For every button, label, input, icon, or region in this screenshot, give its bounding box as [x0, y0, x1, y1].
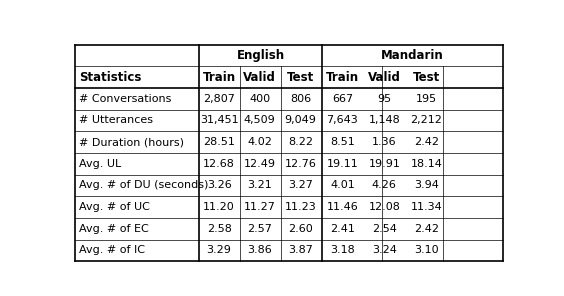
Text: 8.22: 8.22 — [288, 137, 313, 147]
Text: 2.42: 2.42 — [414, 224, 439, 234]
Text: 2.58: 2.58 — [206, 224, 232, 234]
Text: 12.08: 12.08 — [368, 202, 400, 212]
Text: 3.26: 3.26 — [207, 180, 231, 190]
Text: Avg. # of IC: Avg. # of IC — [79, 245, 146, 255]
Text: Train: Train — [326, 71, 359, 83]
Text: 1,148: 1,148 — [368, 115, 400, 126]
Text: Valid: Valid — [243, 71, 276, 83]
Text: 3.24: 3.24 — [372, 245, 397, 255]
Text: Avg. # of UC: Avg. # of UC — [79, 202, 150, 212]
Text: Mandarin: Mandarin — [381, 49, 444, 62]
Text: 2.41: 2.41 — [330, 224, 355, 234]
Text: 2.60: 2.60 — [288, 224, 313, 234]
Text: Train: Train — [202, 71, 236, 83]
Text: 8.51: 8.51 — [330, 137, 355, 147]
Text: 31,451: 31,451 — [200, 115, 239, 126]
Text: 3.86: 3.86 — [248, 245, 272, 255]
Text: 4.02: 4.02 — [248, 137, 272, 147]
Text: 11.46: 11.46 — [327, 202, 358, 212]
Text: 7,643: 7,643 — [327, 115, 358, 126]
Text: 19.11: 19.11 — [327, 159, 358, 169]
Text: 3.10: 3.10 — [414, 245, 439, 255]
Text: 3.29: 3.29 — [206, 245, 232, 255]
Text: 28.51: 28.51 — [203, 137, 235, 147]
Text: Statistics: Statistics — [79, 71, 142, 83]
Text: 667: 667 — [332, 94, 353, 104]
Text: Avg. UL: Avg. UL — [79, 159, 121, 169]
Text: Test: Test — [413, 71, 440, 83]
Text: 11.27: 11.27 — [244, 202, 276, 212]
Text: 3.21: 3.21 — [248, 180, 272, 190]
Text: 4,509: 4,509 — [244, 115, 276, 126]
Text: 806: 806 — [290, 94, 311, 104]
Text: # Conversations: # Conversations — [79, 94, 171, 104]
Text: 18.14: 18.14 — [411, 159, 442, 169]
Text: 3.27: 3.27 — [288, 180, 313, 190]
Text: 95: 95 — [377, 94, 391, 104]
Text: 11.34: 11.34 — [411, 202, 442, 212]
Text: 3.94: 3.94 — [414, 180, 439, 190]
Text: 19.91: 19.91 — [368, 159, 400, 169]
Text: 4.26: 4.26 — [372, 180, 397, 190]
Text: 12.68: 12.68 — [203, 159, 235, 169]
Text: 2,807: 2,807 — [203, 94, 235, 104]
Text: 12.76: 12.76 — [284, 159, 316, 169]
Text: 11.20: 11.20 — [203, 202, 235, 212]
Text: Test: Test — [287, 71, 314, 83]
Text: 3.87: 3.87 — [288, 245, 313, 255]
Text: # Utterances: # Utterances — [79, 115, 153, 126]
Text: 4.01: 4.01 — [330, 180, 355, 190]
Text: 1.36: 1.36 — [372, 137, 396, 147]
Text: 9,049: 9,049 — [284, 115, 316, 126]
Text: 12.49: 12.49 — [244, 159, 276, 169]
Text: 11.23: 11.23 — [285, 202, 316, 212]
Text: 2,212: 2,212 — [411, 115, 442, 126]
Text: Avg. # of EC: Avg. # of EC — [79, 224, 149, 234]
Text: 2.57: 2.57 — [248, 224, 272, 234]
Text: # Duration (hours): # Duration (hours) — [79, 137, 184, 147]
Text: Valid: Valid — [368, 71, 401, 83]
Text: English: English — [236, 49, 285, 62]
Text: 2.54: 2.54 — [372, 224, 397, 234]
Text: 195: 195 — [416, 94, 437, 104]
Text: 400: 400 — [249, 94, 270, 104]
Text: Avg. # of DU (seconds): Avg. # of DU (seconds) — [79, 180, 209, 190]
Text: 3.18: 3.18 — [330, 245, 355, 255]
Text: 2.42: 2.42 — [414, 137, 439, 147]
